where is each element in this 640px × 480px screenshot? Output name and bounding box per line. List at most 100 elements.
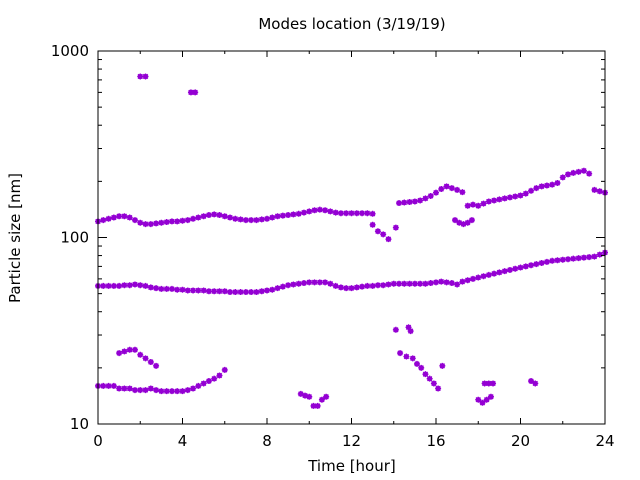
data-point <box>406 199 413 205</box>
data-point <box>311 207 318 214</box>
chart-title: Modes location (3/19/19) <box>258 15 445 33</box>
data-point <box>323 393 330 400</box>
data-point <box>512 265 519 272</box>
data-point <box>163 388 170 395</box>
data-point <box>232 289 239 296</box>
data-point-star <box>491 270 498 277</box>
data-point-star <box>126 214 133 221</box>
data-point-star <box>174 388 181 395</box>
data-point <box>153 285 160 292</box>
axis-ticks <box>97 50 606 425</box>
series-6 <box>95 366 228 395</box>
data-point-star <box>480 200 487 207</box>
data-point <box>248 217 255 224</box>
data-point-star <box>227 214 234 221</box>
data-point <box>533 185 540 192</box>
data-point <box>430 380 437 387</box>
data-point-star <box>100 282 107 289</box>
data-point-star <box>142 73 149 80</box>
data-point <box>216 288 223 295</box>
data-point-star <box>439 362 446 369</box>
data-point <box>454 186 461 193</box>
data-point-star <box>200 380 207 387</box>
data-point <box>374 228 381 235</box>
data-point-star <box>454 281 461 288</box>
data-point <box>464 277 471 284</box>
data-point-star <box>413 360 420 367</box>
data-point-star <box>532 380 539 387</box>
data-point <box>126 282 133 289</box>
series-1 <box>95 249 608 296</box>
data-point <box>565 256 572 263</box>
data-point-star <box>485 198 492 205</box>
data-point-star <box>396 200 403 207</box>
data-point <box>192 89 199 96</box>
data-point <box>110 382 117 389</box>
data-point <box>253 217 260 224</box>
y-tick-label: 1000 <box>51 42 89 60</box>
data-point-star <box>179 286 186 293</box>
data-point <box>439 362 446 369</box>
data-point-star <box>411 198 418 205</box>
data-point <box>179 286 186 293</box>
data-point <box>221 366 228 373</box>
data-point <box>517 264 524 271</box>
data-point <box>392 326 399 333</box>
data-point-star <box>475 396 482 403</box>
data-point <box>205 212 212 219</box>
data-point <box>369 282 376 289</box>
data-point-star <box>131 217 138 224</box>
data-point-star <box>385 236 392 243</box>
data-point <box>126 214 133 221</box>
data-point <box>469 201 476 208</box>
data-point-star <box>311 207 318 214</box>
data-point <box>332 209 339 216</box>
data-point-star <box>316 206 323 213</box>
data-point <box>174 286 181 293</box>
data-point-star <box>554 179 561 186</box>
data-point-star <box>323 393 330 400</box>
y-axis-label: Particle size [nm] <box>6 173 24 303</box>
data-point-star <box>279 212 286 219</box>
data-point-star <box>200 213 207 220</box>
data-point-star <box>297 390 304 397</box>
data-point-star <box>374 282 381 289</box>
data-point-star <box>359 210 366 217</box>
axis-tick-labels: 0 4 8 12 16 20 24 10 100 1000 <box>51 42 615 450</box>
data-point-star <box>411 280 418 287</box>
data-point-star <box>517 264 524 271</box>
data-point-star <box>314 402 321 409</box>
data-point <box>483 396 490 403</box>
data-point-star <box>253 217 260 224</box>
data-point-star <box>232 215 239 222</box>
data-point-star <box>274 285 281 292</box>
data-point-star <box>290 281 297 288</box>
data-point <box>300 209 307 216</box>
data-point-star <box>253 289 260 296</box>
data-point-star <box>137 387 144 394</box>
data-point <box>426 375 433 382</box>
data-point <box>491 270 498 277</box>
data-point-star <box>258 216 265 223</box>
data-point <box>137 219 144 226</box>
data-points-layer <box>95 73 608 409</box>
data-point-star <box>306 393 313 400</box>
data-point-star <box>496 269 503 276</box>
data-point-star <box>116 385 123 392</box>
series-9 <box>297 390 330 409</box>
data-point <box>327 280 334 287</box>
data-point <box>554 257 561 264</box>
data-point-star <box>153 387 160 394</box>
data-point <box>364 282 371 289</box>
data-point-star <box>126 282 133 289</box>
data-point-star <box>242 217 249 224</box>
data-point-star <box>121 213 128 220</box>
data-point-star <box>158 285 165 292</box>
data-point <box>459 278 466 285</box>
data-point <box>116 282 123 289</box>
data-point <box>131 346 138 353</box>
data-point-star <box>121 385 128 392</box>
data-point <box>195 382 202 389</box>
data-point <box>121 385 128 392</box>
series-5 <box>452 217 475 228</box>
